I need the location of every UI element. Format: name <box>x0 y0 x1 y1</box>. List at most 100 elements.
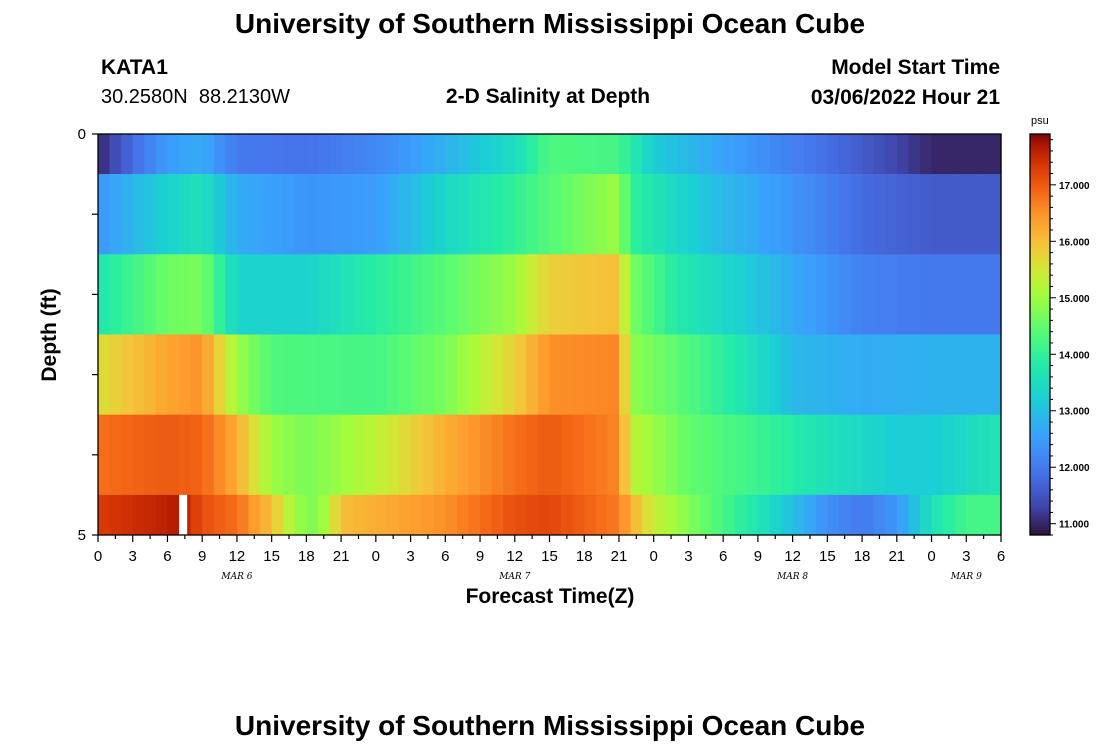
heatmap-cell <box>769 254 782 335</box>
heatmap-cell <box>98 254 111 335</box>
heatmap-cell <box>584 134 597 175</box>
heatmap-cell <box>260 254 273 335</box>
heatmap-cell <box>954 174 967 255</box>
heatmap-cell <box>630 494 643 536</box>
heatmap-cell <box>468 494 481 536</box>
heatmap-cell <box>966 174 979 255</box>
heatmap-cell <box>445 174 458 255</box>
heatmap-cell <box>537 134 551 175</box>
heatmap-cell <box>445 494 458 536</box>
heatmap-cell <box>341 414 354 496</box>
heatmap-cell <box>167 174 180 255</box>
date-label: MAR 6 <box>220 572 252 582</box>
heatmap-cell <box>862 414 875 496</box>
heatmap-cell <box>364 414 377 496</box>
heatmap-cell <box>607 494 620 536</box>
heatmap-cell <box>572 174 585 255</box>
colorbar-tick-label: 16.000 <box>1059 237 1090 248</box>
heatmap-cell <box>375 414 389 496</box>
x-tick-label: 9 <box>198 548 206 565</box>
station-coordinates: 30.2580N 88.2130W <box>101 86 291 108</box>
colorbar-tick-label: 11.000 <box>1059 520 1089 531</box>
heatmap-cell <box>410 414 423 496</box>
x-tick-label: 12 <box>229 548 246 565</box>
heatmap-cell <box>225 174 238 255</box>
heatmap-cell <box>954 414 967 496</box>
heatmap-cell <box>966 134 979 175</box>
heatmap-cell <box>769 494 782 536</box>
heatmap-cell <box>109 134 122 175</box>
heatmap-cell <box>410 334 423 415</box>
heatmap-cell <box>422 414 435 496</box>
heatmap-cell <box>838 414 852 496</box>
heatmap-cell <box>584 254 597 335</box>
heatmap-cell <box>468 334 481 415</box>
heatmap-cell <box>433 134 446 175</box>
heatmap-cell <box>514 414 527 496</box>
heatmap-cell <box>167 254 180 335</box>
heatmap-cell <box>375 334 389 415</box>
heatmap-cell <box>700 494 713 536</box>
heatmap-cell <box>132 174 145 255</box>
heatmap-cell <box>329 174 342 255</box>
heatmap-cell <box>572 334 585 415</box>
heatmap-cell <box>804 414 817 496</box>
x-tick-label: 18 <box>576 548 593 565</box>
heatmap-cell <box>607 174 620 255</box>
heatmap-cell <box>537 494 551 536</box>
heatmap-cell <box>306 334 319 415</box>
heatmap-cell <box>317 174 331 255</box>
heatmap-cell <box>537 334 551 415</box>
heatmap-cell <box>144 134 157 175</box>
heatmap-cell <box>734 414 747 496</box>
heatmap-cell <box>572 254 585 335</box>
heatmap-cell <box>329 494 342 536</box>
heatmap-cell <box>503 494 516 536</box>
heatmap-cell <box>954 254 967 335</box>
heatmap-cell <box>399 334 412 415</box>
heatmap-cell <box>642 254 655 335</box>
heatmap-cell <box>387 254 400 335</box>
heatmap-cell <box>283 414 296 496</box>
heatmap-cell <box>804 134 817 175</box>
heatmap-cell <box>480 494 493 536</box>
heatmap-cell <box>387 414 400 496</box>
heatmap-cell <box>225 414 238 496</box>
heatmap-cell <box>271 414 284 496</box>
station-name: KATA1 <box>101 56 168 79</box>
x-tick-label: 9 <box>476 548 484 565</box>
page-title: University of Southern Mississippi Ocean… <box>234 8 866 39</box>
y-tick-label: 5 <box>78 527 86 544</box>
heatmap-cell <box>144 334 157 415</box>
model-start-value: 03/06/2022 Hour 21 <box>810 86 1000 109</box>
heatmap-cell <box>375 494 389 536</box>
heatmap-cell <box>514 334 527 415</box>
heatmap-cell <box>190 494 203 536</box>
heatmap-cell <box>838 334 852 415</box>
heatmap-cell <box>410 254 423 335</box>
heatmap-cell <box>121 254 134 335</box>
heatmap-cell <box>665 254 678 335</box>
heatmap-cell <box>294 414 307 496</box>
heatmap-cell <box>132 414 145 496</box>
heatmap-cell <box>989 254 1002 335</box>
heatmap-cell <box>618 494 632 536</box>
heatmap-cell <box>144 494 157 536</box>
heatmap-cell <box>445 334 458 415</box>
heatmap-cell <box>364 334 377 415</box>
x-tick-label: 0 <box>650 548 658 565</box>
heatmap-cell <box>503 334 516 415</box>
heatmap-cell <box>179 174 192 255</box>
heatmap-cell <box>341 134 354 175</box>
heatmap-cell <box>665 134 678 175</box>
heatmap-cell <box>943 254 956 335</box>
x-tick-label: 6 <box>163 548 171 565</box>
heatmap-cell <box>781 494 794 536</box>
heatmap-cell <box>862 254 875 335</box>
heatmap-cell <box>862 494 875 536</box>
heatmap-cell <box>595 174 608 255</box>
heatmap-cell <box>480 174 493 255</box>
date-label: MAR 9 <box>950 572 982 582</box>
heatmap-cell <box>341 494 354 536</box>
heatmap-cell <box>977 174 991 255</box>
